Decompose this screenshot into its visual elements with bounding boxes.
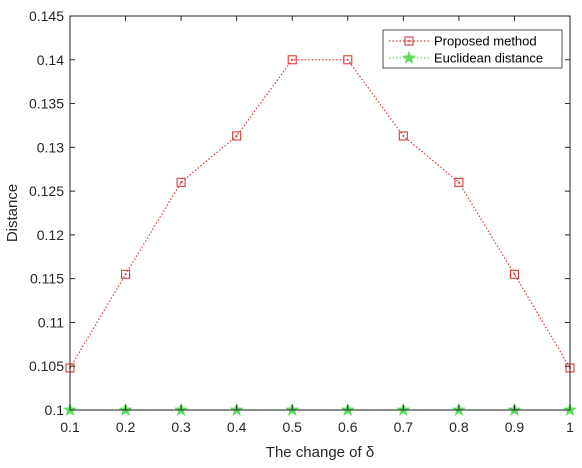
x-axis-label: The change of δ [266, 444, 374, 461]
x-tick-label: 0.8 [449, 419, 469, 435]
legend-marker [404, 36, 414, 46]
legend-items: Proposed method Euclidean distance [389, 34, 543, 66]
legend-marker [401, 50, 417, 64]
data-point [287, 55, 297, 65]
y-tick-label: 0.125 [29, 183, 64, 199]
legend-entry: Euclidean distance [389, 51, 543, 66]
data-point [232, 131, 242, 141]
x-tick-label: 0.2 [116, 419, 136, 435]
x-tick-label: 0.5 [282, 419, 302, 435]
plot-area [70, 16, 570, 410]
y-tick-label: 0.105 [29, 358, 64, 374]
data-point [121, 269, 131, 279]
x-tick-label: 0.3 [171, 419, 191, 435]
legend-label: Euclidean distance [434, 51, 543, 66]
series-line [69, 59, 571, 369]
x-tick-label: 1 [566, 419, 574, 435]
data-point [176, 177, 186, 187]
data-point [509, 269, 519, 279]
legend: Proposed method Euclidean distance [382, 29, 563, 69]
legend-label: Proposed method [434, 34, 537, 49]
x-tick-label: 0.9 [505, 419, 525, 435]
y-tick-label: 0.115 [30, 271, 64, 287]
x-tick-label: 0.1 [60, 419, 80, 435]
y-axis-label: Distance [4, 184, 21, 242]
ticks-layer: 0.1 0.2 0.3 0.4 0.5 0.6 0.7 0.8 0.9 1 0.1 0.105 0.11… [29, 8, 574, 435]
x-tick-label: 0.7 [394, 419, 414, 435]
data-point [343, 55, 353, 65]
y-tick-label: 0.1 [45, 402, 65, 418]
data-point [398, 131, 408, 141]
y-tick-label: 0.135 [29, 96, 64, 112]
x-tick-label: 0.4 [227, 419, 247, 435]
legend-box [382, 29, 563, 69]
y-tick-label: 0.145 [29, 8, 64, 24]
data-point [454, 177, 464, 187]
y-tick-label: 0.13 [37, 139, 64, 155]
y-tick-label: 0.12 [37, 227, 64, 243]
legend-entry: Proposed method [389, 34, 537, 49]
plot-frame [69, 15, 571, 411]
x-tick-label: 0.6 [338, 419, 358, 435]
y-tick-label: 0.14 [37, 52, 64, 68]
y-tick-label: 0.11 [38, 314, 64, 330]
